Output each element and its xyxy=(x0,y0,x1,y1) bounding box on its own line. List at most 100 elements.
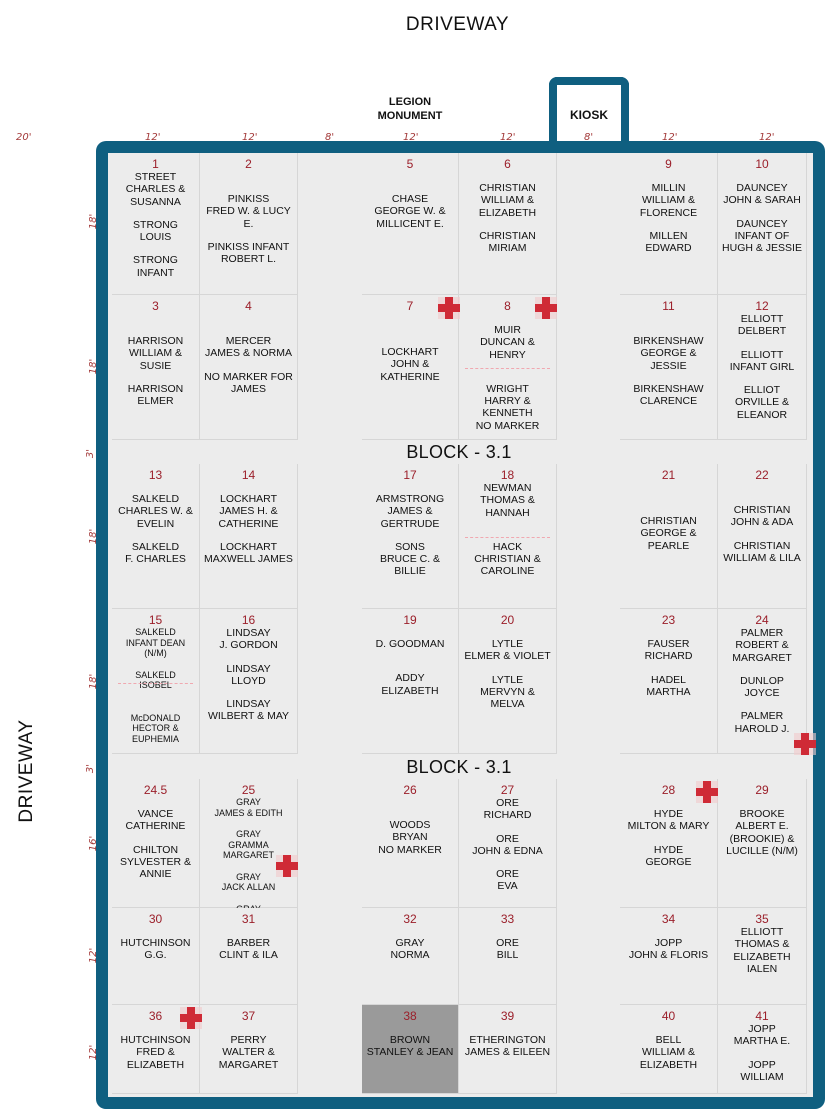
plot-6[interactable]: 6 CHRISTIAN WILLIAM & ELIZABETH CHRISTIAN MIR… xyxy=(459,153,557,295)
occupant-name: FLORENCE xyxy=(639,206,698,219)
plot-number: 7 xyxy=(406,299,414,313)
plot-1[interactable]: 1 STREET CHARLES & SUSANNA STRONG LOUIS STRONG… xyxy=(112,153,200,295)
occupant-name: CATHERINE xyxy=(125,820,186,833)
occupant-name: EDWARD xyxy=(645,242,692,255)
occupant-name: ORVILLE & xyxy=(734,396,790,409)
plot-32[interactable]: 32 GRAY NORMA xyxy=(362,908,459,1005)
plot-35[interactable]: 35 ELLIOTT THOMAS & ELIZABETH IALEN xyxy=(718,908,807,1005)
plot-31[interactable]: 31 BARBER CLINT & ILA xyxy=(200,908,298,1005)
plot-number: 32 xyxy=(403,912,417,926)
plot-number: 1 xyxy=(152,157,159,171)
plot-4[interactable]: 4 MERCER JAMES & NORMA NO MARKER FOR JAMES xyxy=(200,295,298,440)
plot-40[interactable]: 40 BELL WILLIAM & ELIZABETH xyxy=(620,1005,718,1094)
occupant-name: GEORGE & JESSIE xyxy=(640,347,697,372)
occupant-name: NORMA xyxy=(390,949,430,962)
plot-7[interactable]: 7 LOCKHART JOHN & KATHERINE xyxy=(362,295,459,440)
plot-2[interactable]: 2 PINKISS FRED W. & LUCY E. PINKISS INFANT R… xyxy=(200,153,298,295)
plot-number: 40 xyxy=(661,1009,676,1023)
plot-30[interactable]: 30 HUTCHINSON G.G. xyxy=(112,908,200,1005)
plot-3[interactable]: 3 HARRISON WILLIAM & SUSIE HARRISON ELMER xyxy=(112,295,200,440)
plot-number: 6 xyxy=(504,157,511,171)
occupant-name: KENNETH xyxy=(482,407,533,420)
occupant-name: BILLIE xyxy=(394,565,426,578)
plot-number: 16 xyxy=(241,613,256,627)
plot-10[interactable]: 10 DAUNCEY JOHN & SARAH DAUNCEY INFANT OF HUG… xyxy=(718,153,807,295)
occupant-name: ELMER xyxy=(137,395,174,408)
dimension-top: 8' xyxy=(325,132,335,143)
occupant-name: GERTRUDE xyxy=(380,517,440,530)
occupant-name: CHRISTIAN & xyxy=(474,553,541,566)
plot-19[interactable]: 19 D. GOODMAN ADDY ELIZABETH xyxy=(362,609,459,754)
occupant-name: HAROLD J. xyxy=(734,722,790,735)
plot-22[interactable]: 22 CHRISTIAN JOHN & ADA CHRISTIAN WILLIAM & … xyxy=(718,464,807,609)
occupant-name: JAMES & NORMA xyxy=(205,347,292,360)
plot-37[interactable]: 37 PERRY WALTER & MARGARET xyxy=(200,1005,298,1094)
veteran-cross-icon xyxy=(696,781,718,803)
occupant-name: LINDSAY xyxy=(226,627,271,639)
plot-33[interactable]: 33 ORE BILL xyxy=(459,908,557,1005)
plot-5[interactable]: 5 CHASE GEORGE W. & MILLICENT E. xyxy=(362,153,459,295)
occupant-name: DUNCAN & HENRY xyxy=(480,336,535,361)
plot-16[interactable]: 16 LINDSAY J. GORDON LINDSAY LLOYD LINDSAY WIL… xyxy=(200,609,298,754)
occupant-name: LINDSAY xyxy=(226,698,271,711)
plot-number: 41 xyxy=(755,1009,769,1023)
plot-11[interactable]: 11 BIRKENSHAW GEORGE & JESSIE BIRKENSHAW CLA… xyxy=(620,295,718,440)
occupant-name: CLARENCE xyxy=(639,395,698,408)
dimension-top: 12' xyxy=(500,132,516,143)
occupant-name: BILL xyxy=(496,949,519,962)
occupant-name: HADEL xyxy=(650,673,686,686)
occupant-name: SUSANNA xyxy=(130,195,181,208)
plot-34[interactable]: 34 JOPP JOHN & FLORIS xyxy=(620,908,718,1005)
plot-24[interactable]: 24 PALMER ROBERT & MARGARET DUNLOP JOYCE PALME… xyxy=(718,609,807,754)
occupant-name: G.G. xyxy=(144,949,167,962)
plot-39[interactable]: 39 ETHERINGTON JAMES & EILEEN xyxy=(459,1005,557,1094)
occupant-name: LOCKHART xyxy=(220,493,277,505)
plot-12[interactable]: 12 ELLIOTT DELBERT ELLIOTT INFANT GIRL ELLIOT… xyxy=(718,295,807,440)
plot-17[interactable]: 17 ARMSTRONG JAMES & GERTRUDE SONS BRUCE C. &… xyxy=(362,464,459,609)
plot-27[interactable]: 27 ORE RICHARD ORE JOHN & EDNA ORE EVA xyxy=(459,779,557,908)
occupant-name: WILLIAM & SUSIE xyxy=(128,347,183,372)
occupant-name: SALKELD xyxy=(131,540,180,553)
occupant-name: INFANT DEAN (N/M) xyxy=(125,637,186,659)
occupant-name: NO MARKER FOR xyxy=(204,370,293,383)
plot-26[interactable]: 26 WOODS BRYAN NO MARKER xyxy=(362,779,459,908)
plot-number: 17 xyxy=(403,468,417,482)
plot-number: 8 xyxy=(504,299,511,313)
plot-14[interactable]: 14 LOCKHART JAMES H. & CATHERINE LOCKHART MAX… xyxy=(200,464,298,609)
plot-8[interactable]: 8 MUIR DUNCAN & HENRY WRIGHT HARRY & KENNETH N… xyxy=(459,295,557,440)
occupant-name: CHRISTIAN xyxy=(479,182,536,194)
plot-number: 23 xyxy=(661,613,676,627)
occupant-name: J. GORDON xyxy=(219,639,278,652)
occupant-name: ELIZABETH xyxy=(126,1058,185,1071)
veteran-cross-icon xyxy=(535,297,557,319)
occupant-name: JAMES & EILEEN xyxy=(464,1046,551,1059)
plot-24-5[interactable]: 24.5 VANCE CATHERINE CHILTON SYLVESTER & ANNI… xyxy=(112,779,200,908)
plot-15[interactable]: 15 SALKELD INFANT DEAN (N/M) SALKELD ISOBEL M… xyxy=(112,609,200,754)
plot-38[interactable]: 38 BROWN STANLEY & JEAN xyxy=(362,1005,459,1094)
occupant-name: ORE xyxy=(496,937,519,949)
kiosk-label: KIOSK xyxy=(569,108,608,122)
occupant-name: MIRIAM xyxy=(488,242,527,255)
occupant-name: CATHERINE xyxy=(218,517,279,530)
plot-9[interactable]: 9 MILLIN WILLIAM & FLORENCE MILLEN EDWARD xyxy=(620,153,718,295)
occupant-name: PERRY xyxy=(230,1034,267,1046)
occupant-name: JOHN & xyxy=(390,358,430,371)
occupant-name: JOHN & EDNA xyxy=(472,844,543,857)
occupant-name: JOHN & FLORIS xyxy=(628,949,709,962)
occupant-name: BRUCE C. & xyxy=(379,553,441,566)
dimension-top: 12' xyxy=(242,132,258,143)
plot-29[interactable]: 29 BROOKE ALBERT E. (BROOKIE) & LUCILLE (N/M… xyxy=(718,779,807,908)
plot-number: 37 xyxy=(241,1009,256,1023)
plot-18[interactable]: 18 NEWMAN THOMAS & HANNAH HACK CHRISTIAN & CAR… xyxy=(459,464,557,609)
occupant-name: WALTER & xyxy=(222,1046,275,1059)
occupant-name: GRAY xyxy=(236,829,261,839)
plot-25[interactable]: 25 GRAY JAMES & EDITH GRAY GRAMMA MARGARET GR… xyxy=(200,779,298,924)
plot-13[interactable]: 13 SALKELD CHARLES W. & EVELIN SALKELD F. CHA… xyxy=(112,464,200,609)
occupant-name: JAMES & EDITH xyxy=(214,807,283,818)
plot-41[interactable]: 41 JOPP MARTHA E. JOPP WILLIAM xyxy=(718,1005,807,1094)
plot-20[interactable]: 20 LYTLE ELMER & VIOLET LYTLE MERVYN & MELVA xyxy=(459,609,557,754)
occupant-name: JOHN & SARAH xyxy=(723,194,801,207)
occupant-name: JOPP xyxy=(654,937,683,949)
plot-21[interactable]: 21 CHRISTIAN GEORGE & PEARLE xyxy=(620,464,718,609)
plot-23[interactable]: 23 FAUSER RICHARD HADEL MARTHA xyxy=(620,609,718,754)
